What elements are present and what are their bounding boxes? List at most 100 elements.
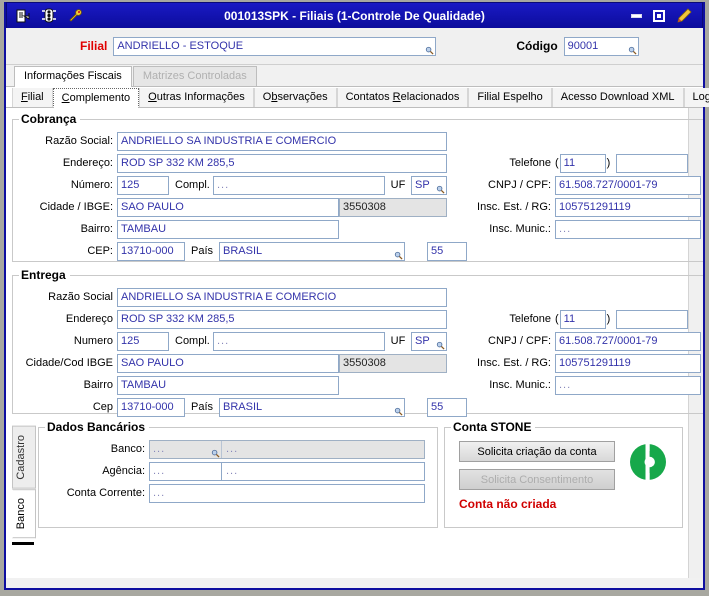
cobranca-numero-input[interactable]: 125 xyxy=(117,175,169,195)
codigo-input-value: 90001 xyxy=(567,40,599,52)
tab-acesso-download-xml[interactable]: Acesso Download XML xyxy=(551,88,684,107)
cobranca-ibge-input: 3550308 xyxy=(339,197,447,217)
entrega-insc-est-value: 105751291119 xyxy=(559,357,631,369)
cobranca-telefone-ddd-input[interactable]: 11 xyxy=(559,153,606,173)
tab-log[interactable]: Log xyxy=(683,88,709,107)
cobranca-cnpj-input[interactable]: 61.508.727/0001-79 xyxy=(555,175,701,195)
entrega-pais-codigo-input[interactable]: 55 xyxy=(427,397,467,417)
cobranca-legend: Cobrança xyxy=(21,112,77,126)
tab-observacoes[interactable]: Observações xyxy=(253,88,337,107)
vtab-cadastro[interactable]: Cadastro xyxy=(12,426,36,489)
cobranca-endereco-label: Endereço: xyxy=(62,157,113,169)
tab-matrizes-controladas[interactable]: Matrizes Controladas xyxy=(132,66,257,86)
entrega-cnpj-wrap: CNPJ / CPF: 61.508.727/0001-79 xyxy=(447,331,701,351)
stone-logo-icon xyxy=(627,441,669,483)
banco-nome-input: ... xyxy=(222,443,424,455)
cobranca-insc-est-input[interactable]: 105751291119 xyxy=(555,197,701,217)
cobranca-pais-input[interactable]: BRASIL xyxy=(219,241,405,261)
entrega-insc-est-input[interactable]: 105751291119 xyxy=(555,353,701,373)
entrega-row-cidade: Cidade/Cod IBGE SAO PAULO 3550308 Insc. … xyxy=(19,353,701,373)
cobranca-uf-label: UF xyxy=(390,179,406,191)
entrega-pais-input[interactable]: BRASIL xyxy=(219,397,405,417)
entrega-row-endereco: Endereço ROD SP 332 KM 285,5 Telefone ( … xyxy=(19,309,701,329)
entrega-cep-input[interactable]: 13710-000 xyxy=(117,397,185,417)
cobranca-cidade-input[interactable]: SAO PAULO xyxy=(117,197,339,217)
entrega-cnpj-label: CNPJ / CPF: xyxy=(488,335,551,347)
wrench-icon[interactable] xyxy=(67,8,83,24)
tab-filial[interactable]: Filial xyxy=(12,88,53,107)
vtab-active-indicator xyxy=(12,541,34,545)
vtab-banco[interactable]: Banco xyxy=(12,488,36,538)
agencia-codigo-input[interactable]: ... xyxy=(150,462,222,480)
maximize-button[interactable] xyxy=(653,9,665,22)
traffic-light-icon[interactable] xyxy=(41,8,57,24)
cobranca-telefone-ddd-value: 11 xyxy=(563,157,576,169)
lookup-icon[interactable] xyxy=(628,46,637,55)
entrega-compl-label: Compl. xyxy=(175,335,210,347)
banco-codigo-input[interactable]: ... xyxy=(150,440,222,458)
entrega-numero-input[interactable]: 125 xyxy=(117,331,169,351)
cobranca-telefone-numero-input[interactable] xyxy=(616,153,689,173)
minimize-button[interactable] xyxy=(631,13,642,18)
entrega-uf-label: UF xyxy=(390,335,406,347)
entrega-uf-input[interactable]: SP xyxy=(411,331,447,351)
conta-corrente-input[interactable]: ... xyxy=(149,483,425,503)
entrega-razao-social-input[interactable]: ANDRIELLO SA INDUSTRIA E COMERCIO xyxy=(117,287,447,307)
cobranca-numero-value: 125 xyxy=(121,179,140,191)
cobranca-endereco-input[interactable]: ROD SP 332 KM 285,5 xyxy=(117,153,447,173)
solicita-criacao-conta-button[interactable]: Solicita criação da conta xyxy=(459,441,615,462)
banco-input-group[interactable]: ... ... xyxy=(149,439,425,459)
cobranca-razao-social-input[interactable]: ANDRIELLO SA INDUSTRIA E COMERCIO xyxy=(117,131,447,151)
filial-input[interactable]: ANDRIELLO - ESTOQUE xyxy=(113,36,437,56)
cobranca-compl-input[interactable]: ... xyxy=(213,175,385,195)
entrega-compl-input[interactable]: ... xyxy=(213,331,385,351)
lookup-icon[interactable] xyxy=(425,46,434,55)
cobranca-pais-value: BRASIL xyxy=(223,245,263,257)
lookup-icon[interactable] xyxy=(436,185,445,194)
document-icon[interactable] xyxy=(15,8,31,24)
cobranca-bairro-input[interactable]: TAMBAU xyxy=(117,219,339,239)
conta-stone-status: Conta não criada xyxy=(459,497,557,511)
cobranca-pais-codigo-value: 55 xyxy=(431,245,444,257)
entrega-razao-social-label: Razão Social xyxy=(48,291,113,303)
lookup-icon[interactable] xyxy=(394,407,403,416)
lookup-icon[interactable] xyxy=(394,251,403,260)
cobranca-cep-value: 13710-000 xyxy=(121,245,174,257)
cobranca-cep-input[interactable]: 13710-000 xyxy=(117,241,185,261)
dados-bancarios-row-conta-corrente: Conta Corrente: ... xyxy=(45,483,431,503)
window-title: 001013SPK - Filiais (1-Controle De Quali… xyxy=(224,8,485,23)
group-cobranca: Cobrança Razão Social: ANDRIELLO SA INDU… xyxy=(12,112,703,262)
agencia-nome-input[interactable]: ... xyxy=(222,465,424,477)
tab-complemento[interactable]: Complemento xyxy=(52,88,140,108)
lookup-icon[interactable] xyxy=(436,341,445,350)
tab-contatos-relacionados[interactable]: Contatos Relacionados xyxy=(336,88,469,107)
agencia-input-group[interactable]: ... ... xyxy=(149,461,425,481)
cobranca-bairro-label: Bairro: xyxy=(80,223,113,235)
tab-outras-informacoes[interactable]: Outras Informações xyxy=(139,88,254,107)
cobranca-insc-est-label: Insc. Est. / RG: xyxy=(477,201,551,213)
window-titlebar[interactable]: 001013SPK - Filiais (1-Controle De Quali… xyxy=(6,2,703,28)
tab-observacoes-rest: servações xyxy=(277,91,328,103)
tab-informacoes-fiscais[interactable]: Informações Fiscais xyxy=(14,66,132,87)
entrega-telefone-ddd-value: 11 xyxy=(563,313,576,325)
lookup-icon[interactable] xyxy=(211,449,220,458)
cobranca-insc-munic-input[interactable]: ... xyxy=(555,219,701,239)
cobranca-insc-est-wrap: Insc. Est. / RG: 105751291119 xyxy=(447,197,701,217)
entrega-cidade-input[interactable]: SAO PAULO xyxy=(117,353,339,373)
edit-pencil-button[interactable] xyxy=(676,7,692,24)
filial-header-bar: Filial ANDRIELLO - ESTOQUE Código 90001 xyxy=(6,28,703,65)
entrega-cnpj-input[interactable]: 61.508.727/0001-79 xyxy=(555,331,701,351)
entrega-telefone-ddd-input[interactable]: 11 xyxy=(559,309,606,329)
entrega-telefone-numero-input[interactable] xyxy=(616,309,689,329)
inner-tab-strip: Filial Complemento Outras Informações Ob… xyxy=(6,87,709,108)
codigo-input[interactable]: 90001 xyxy=(563,36,639,56)
entrega-endereco-input[interactable]: ROD SP 332 KM 285,5 xyxy=(117,309,447,329)
cobranca-uf-input[interactable]: SP xyxy=(411,175,447,195)
group-dados-bancarios: Dados Bancários Banco: ... ... Agência xyxy=(38,420,438,528)
tab-filial-espelho[interactable]: Filial Espelho xyxy=(468,88,552,107)
entrega-insc-munic-input[interactable]: ... xyxy=(555,375,701,395)
entrega-bairro-input[interactable]: TAMBAU xyxy=(117,375,339,395)
group-conta-stone: Conta STONE Solicita criação da conta So… xyxy=(444,420,683,528)
cobranca-pais-codigo-input[interactable]: 55 xyxy=(427,241,467,261)
entrega-insc-est-wrap: Insc. Est. / RG: 105751291119 xyxy=(447,353,701,373)
